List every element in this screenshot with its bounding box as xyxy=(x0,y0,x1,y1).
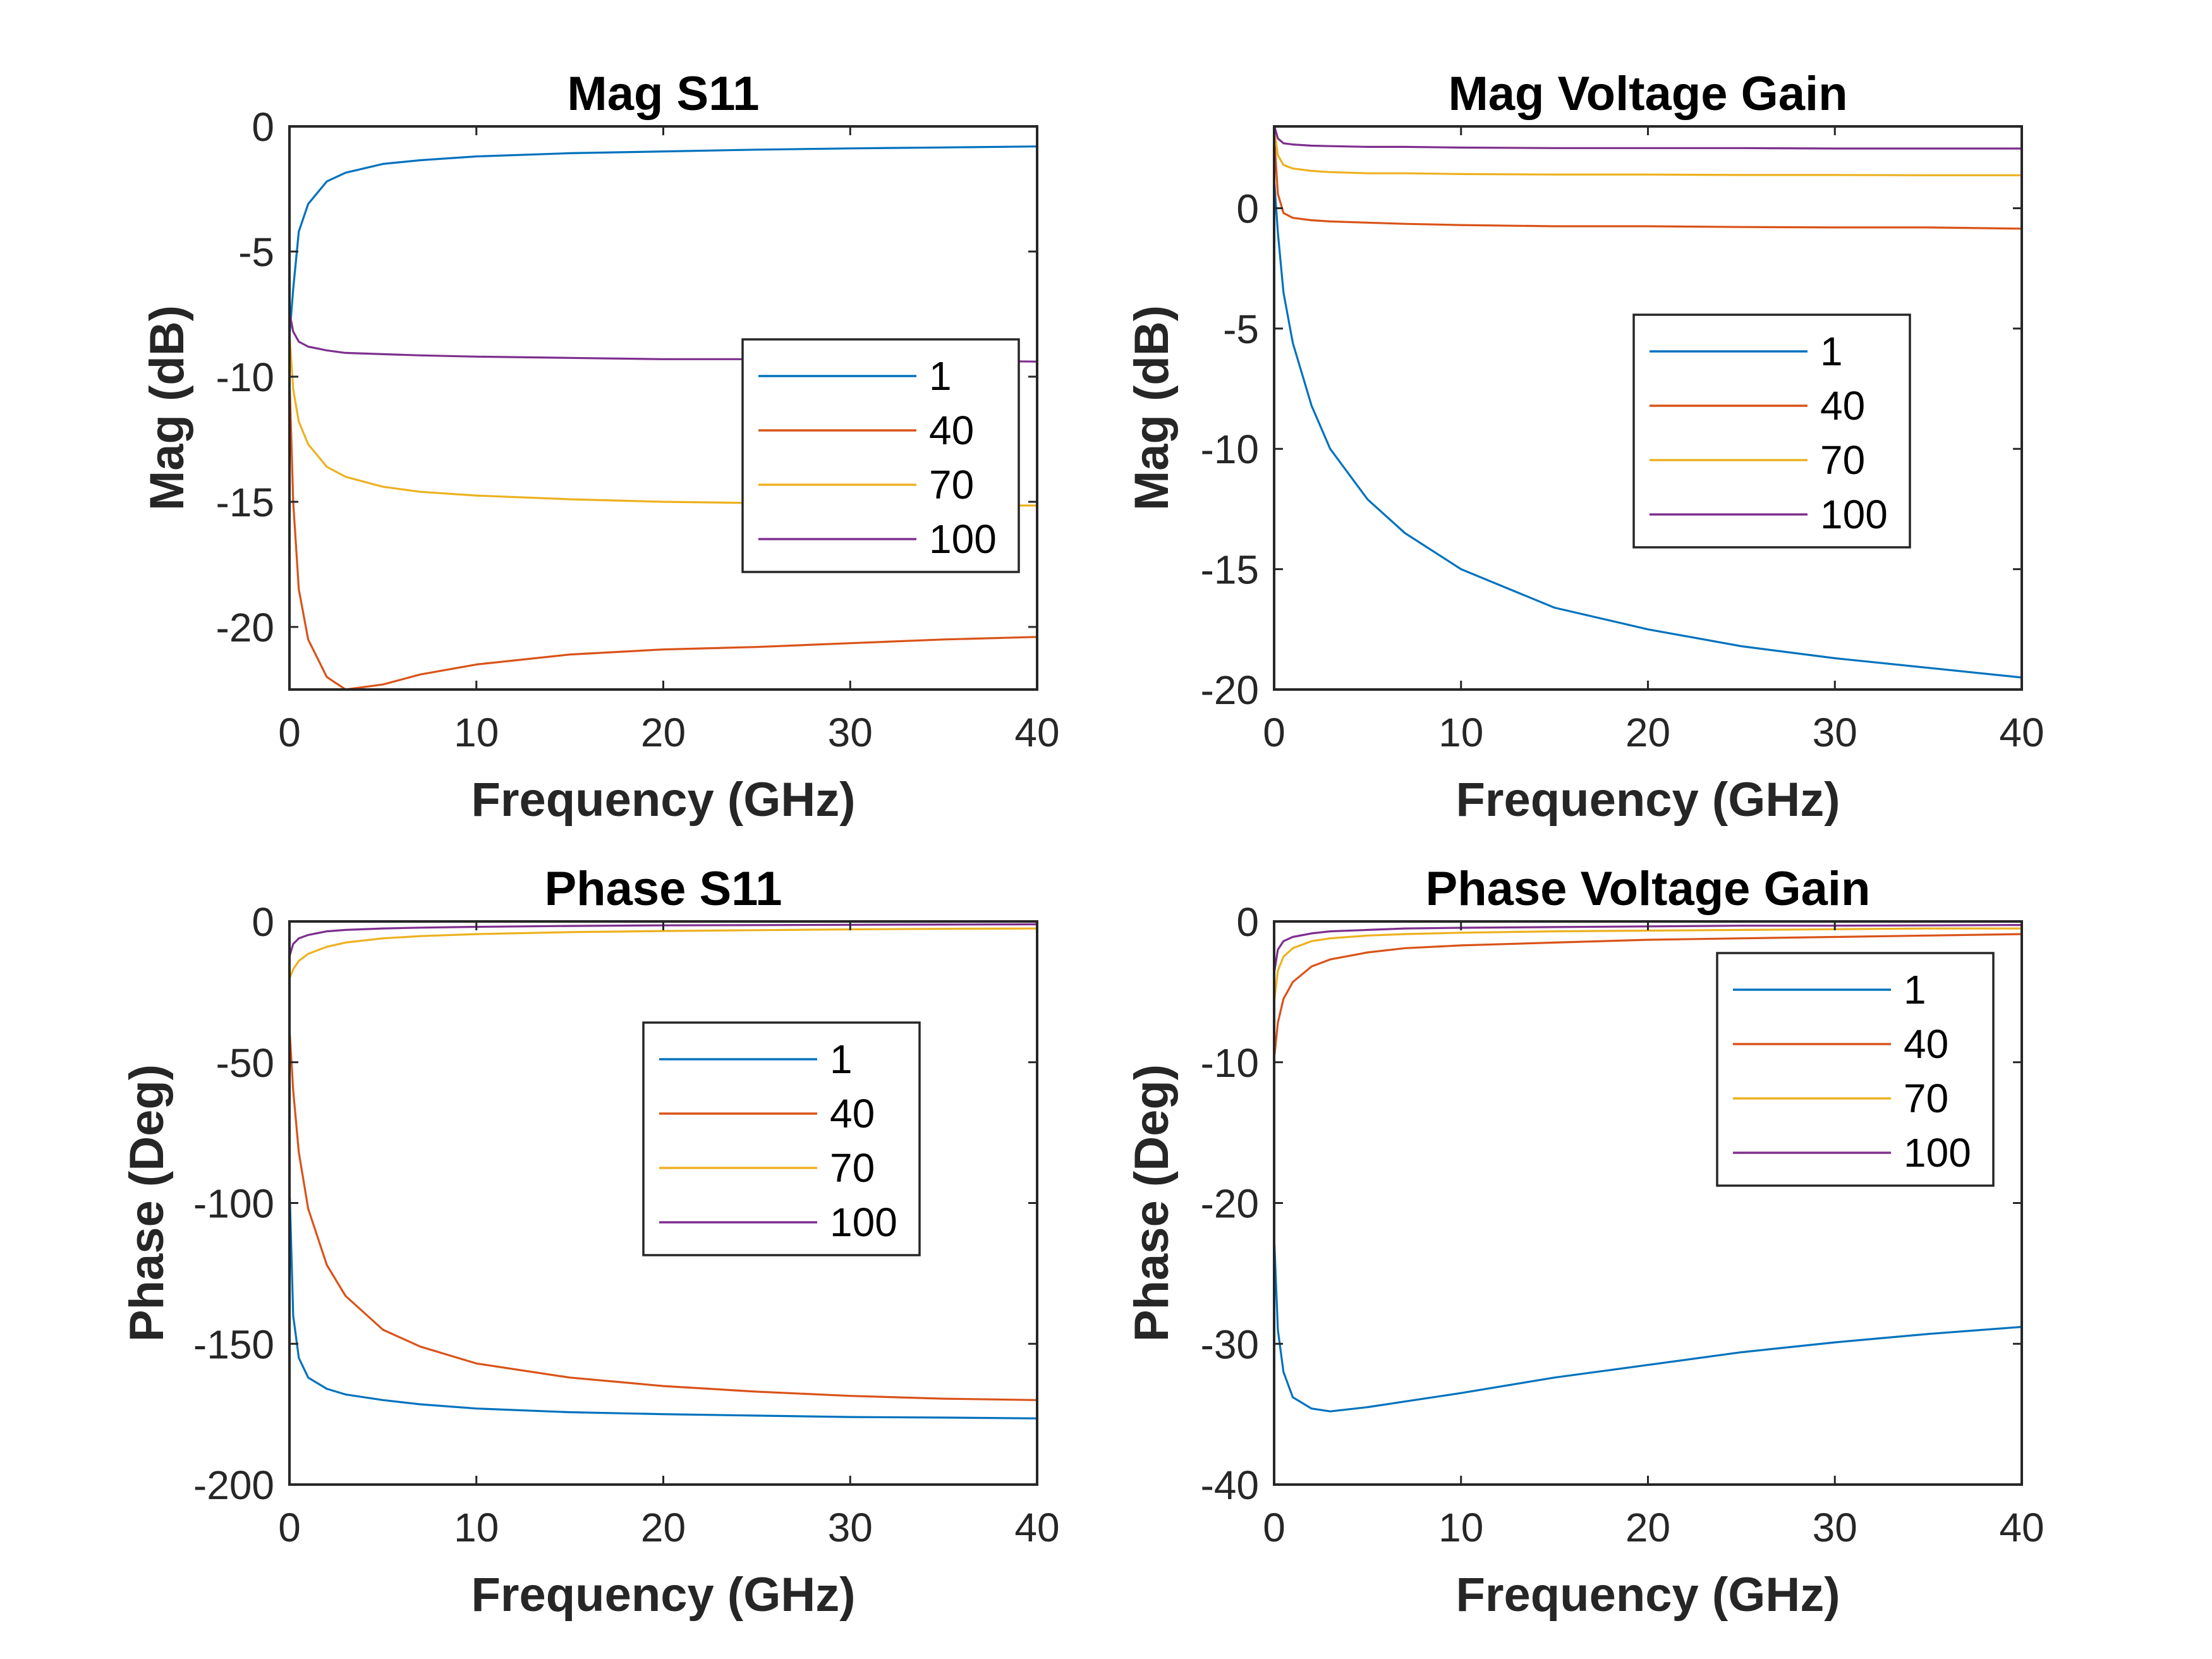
chart-title: Phase S11 xyxy=(544,862,782,916)
legend-label-40: 40 xyxy=(1820,383,1865,428)
x-axis-label: Frequency (GHz) xyxy=(471,773,855,827)
y-tick-label: -5 xyxy=(1223,307,1259,352)
legend: 1 40 70 100 xyxy=(1716,952,1995,1187)
legend-box xyxy=(1632,313,1911,549)
x-tick-label: 30 xyxy=(828,1505,873,1550)
x-tick-label: 0 xyxy=(278,1505,301,1550)
x-tick-label: 30 xyxy=(1813,710,1857,755)
chart-title: Phase Voltage Gain xyxy=(1426,862,1871,916)
phase-voltage-gain-chart: 0 10 20 30 40 0 -10 -20 -30 -40 Phase Voltage Gain… xyxy=(1125,862,2045,1622)
x-tick-label: 20 xyxy=(1626,710,1670,755)
y-axis-label: Mag (dB) xyxy=(140,305,194,511)
legend-label-100: 100 xyxy=(1904,1130,1971,1176)
y-tick-label: -50 xyxy=(216,1040,275,1086)
x-tick-label: 0 xyxy=(1263,710,1285,755)
x-tick-label: 40 xyxy=(1014,710,1059,755)
y-tick-label: -200 xyxy=(193,1462,274,1508)
x-tick-label: 30 xyxy=(828,710,873,755)
series-line-40 xyxy=(289,389,1037,690)
legend-label-100: 100 xyxy=(1820,492,1888,537)
y-tick-label: -10 xyxy=(1201,1040,1260,1086)
legend-label-40: 40 xyxy=(929,408,974,453)
series-line-1 xyxy=(1274,184,2022,679)
series-line-1 xyxy=(289,145,1037,332)
mag-voltage-gain-chart: 0 10 20 30 40 0 -5 -10 -15 -20 Mag Voltage Gain Fre… xyxy=(1125,67,2045,827)
series-line-100 xyxy=(289,923,1037,956)
legend-box xyxy=(642,1021,921,1256)
series-line-70 xyxy=(1274,927,2022,999)
x-axis-label: Frequency (GHz) xyxy=(471,1568,855,1622)
legend: 1 40 70 100 xyxy=(741,338,1020,573)
legend-label-100: 100 xyxy=(830,1200,897,1245)
series-line-40 xyxy=(1274,933,2022,1055)
legend-label-70: 70 xyxy=(929,462,974,507)
x-tick-label: 20 xyxy=(1626,1505,1670,1550)
legend-label-70: 70 xyxy=(830,1145,875,1191)
y-tick-label: -5 xyxy=(238,229,274,275)
y-tick-label: -40 xyxy=(1201,1462,1260,1508)
x-axis-label: Frequency (GHz) xyxy=(1455,773,1840,827)
x-tick-label: 0 xyxy=(278,710,301,755)
x-tick-label: 30 xyxy=(1813,1505,1857,1550)
legend-label-1: 1 xyxy=(830,1036,853,1082)
x-tick-label: 20 xyxy=(641,710,686,755)
y-axis-label: Phase (Deg) xyxy=(1125,1064,1179,1342)
y-axis-label: Phase (Deg) xyxy=(120,1064,174,1342)
x-axis-label: Frequency (GHz) xyxy=(1455,1568,1840,1622)
x-tick-label: 40 xyxy=(1999,710,2044,755)
series-line-100 xyxy=(1274,126,2022,150)
y-tick-label: -20 xyxy=(1201,667,1260,713)
y-axis-label: Mag (dB) xyxy=(1125,305,1179,511)
y-tick-label: -150 xyxy=(193,1322,274,1367)
chart-title: Mag S11 xyxy=(567,67,759,121)
y-tick-label: -10 xyxy=(216,355,275,400)
x-tick-label: 10 xyxy=(1438,710,1483,755)
legend-label-1: 1 xyxy=(1820,329,1843,374)
legend-box xyxy=(741,338,1020,573)
y-tick-label: 0 xyxy=(1236,186,1259,231)
y-tick-label: -20 xyxy=(216,605,275,650)
y-tick-label: -15 xyxy=(1201,547,1260,593)
y-tick-label: -15 xyxy=(216,480,275,525)
legend-label-100: 100 xyxy=(929,516,997,562)
y-tick-label: -30 xyxy=(1201,1322,1260,1367)
legend-label-40: 40 xyxy=(1904,1021,1948,1067)
x-tick-label: 0 xyxy=(1263,1505,1285,1550)
legend-label-70: 70 xyxy=(1820,437,1865,483)
series-line-70 xyxy=(289,927,1037,978)
series-line-1 xyxy=(1274,1245,2022,1413)
series-line-1 xyxy=(289,1197,1037,1419)
y-tick-label: 0 xyxy=(252,899,274,945)
y-tick-label: 0 xyxy=(252,104,274,150)
x-tick-label: 20 xyxy=(641,1505,686,1550)
legend-box xyxy=(1716,952,1995,1187)
x-tick-label: 40 xyxy=(1999,1505,2044,1550)
y-tick-label: -20 xyxy=(1201,1181,1260,1227)
series-line-70 xyxy=(1274,131,2022,176)
series-line-100 xyxy=(1274,924,2022,971)
chart-title: Mag Voltage Gain xyxy=(1448,67,1847,121)
mag-s11-chart: 0 10 20 30 40 0 -5 -10 -15 -20 Mag S11 Frequency (G… xyxy=(140,67,1060,827)
x-tick-label: 10 xyxy=(454,1505,499,1550)
x-tick-label: 10 xyxy=(1438,1505,1483,1550)
y-tick-label: -100 xyxy=(193,1181,274,1227)
x-tick-label: 10 xyxy=(454,710,499,755)
y-tick-label: -10 xyxy=(1201,427,1260,472)
legend: 1 40 70 100 xyxy=(642,1021,921,1256)
x-tick-label: 40 xyxy=(1014,1505,1059,1550)
y-tick-label: 0 xyxy=(1236,899,1259,945)
legend-label-1: 1 xyxy=(1904,967,1926,1012)
legend-label-40: 40 xyxy=(830,1091,875,1136)
legend-label-1: 1 xyxy=(929,353,952,399)
legend: 1 40 70 100 xyxy=(1632,313,1911,549)
series-line-40 xyxy=(289,1034,1037,1401)
series-line-40 xyxy=(1274,140,2022,230)
legend-label-70: 70 xyxy=(1904,1076,1948,1121)
phase-s11-chart: 0 10 20 30 40 0 -50 -100 -150 -200 Phase S11 Freque… xyxy=(120,862,1060,1622)
